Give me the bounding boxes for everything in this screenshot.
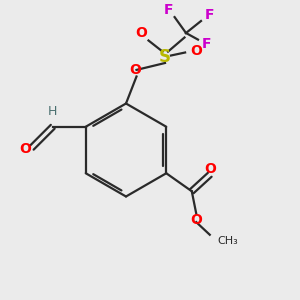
Text: H: H [48, 105, 57, 118]
Text: CH₃: CH₃ [217, 236, 238, 246]
Text: O: O [136, 26, 148, 40]
Text: F: F [163, 3, 173, 17]
Text: O: O [190, 213, 202, 227]
Text: O: O [19, 142, 31, 156]
Text: F: F [205, 8, 214, 22]
Text: O: O [129, 64, 141, 77]
Text: O: O [190, 44, 202, 58]
Text: F: F [202, 37, 211, 50]
Text: S: S [159, 48, 171, 66]
Text: O: O [204, 162, 216, 176]
